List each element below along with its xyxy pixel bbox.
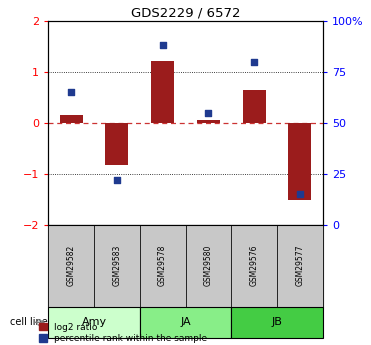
Legend: log2 ratio, percentile rank within the sample: log2 ratio, percentile rank within the s… <box>38 322 208 344</box>
Bar <box>186 225 231 307</box>
Bar <box>140 307 231 338</box>
Point <box>206 110 211 115</box>
Point <box>160 42 165 48</box>
Title: GDS2229 / 6572: GDS2229 / 6572 <box>131 7 240 20</box>
Text: Amy: Amy <box>81 317 106 327</box>
Text: JB: JB <box>272 317 282 327</box>
Bar <box>48 307 140 338</box>
Bar <box>151 60 174 123</box>
Bar <box>60 115 82 123</box>
Bar <box>289 123 311 200</box>
Bar <box>94 225 140 307</box>
Bar <box>197 120 220 123</box>
Bar <box>231 307 323 338</box>
Text: GSM29577: GSM29577 <box>295 245 304 286</box>
Text: GSM29582: GSM29582 <box>67 245 76 286</box>
Text: GSM29576: GSM29576 <box>250 245 259 286</box>
Text: GSM29580: GSM29580 <box>204 245 213 286</box>
Point <box>68 89 74 95</box>
Bar <box>243 90 266 123</box>
Bar <box>48 225 94 307</box>
Text: GSM29578: GSM29578 <box>158 245 167 286</box>
Point <box>114 177 120 183</box>
Bar <box>105 123 128 165</box>
Point <box>297 191 303 197</box>
Text: cell line: cell line <box>10 317 48 327</box>
Bar <box>140 225 186 307</box>
Bar <box>231 225 277 307</box>
Bar <box>277 225 323 307</box>
Point <box>251 59 257 64</box>
Text: JA: JA <box>180 317 191 327</box>
Text: GSM29583: GSM29583 <box>112 245 121 286</box>
